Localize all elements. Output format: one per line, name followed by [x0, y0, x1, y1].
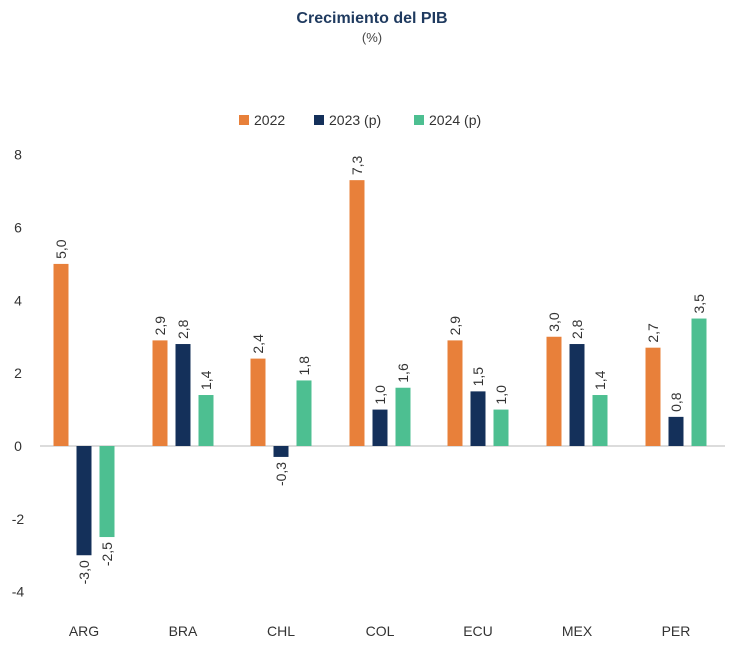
legend-item: 2022 — [239, 112, 285, 128]
bar — [349, 180, 365, 447]
data-label: 1,0 — [493, 385, 509, 405]
bar — [569, 344, 585, 446]
bar — [447, 340, 463, 446]
chart-subtitle: (%) — [362, 30, 382, 45]
bar — [76, 446, 92, 556]
legend-swatch — [314, 115, 324, 125]
data-label: 7,3 — [349, 155, 365, 175]
data-label: 5,0 — [53, 239, 69, 259]
bar — [273, 446, 289, 457]
data-label: 2,4 — [250, 334, 266, 354]
data-label: -2,5 — [99, 542, 115, 566]
data-label: 1,5 — [470, 367, 486, 387]
bar — [592, 395, 608, 446]
data-label: -3,0 — [76, 560, 92, 584]
data-label: 2,7 — [645, 323, 661, 343]
data-label: 3,5 — [691, 294, 707, 314]
bar — [99, 446, 115, 538]
x-tick-label: BRA — [169, 623, 198, 639]
y-tick-label: 0 — [14, 438, 22, 454]
y-tick-label: 6 — [14, 220, 22, 236]
legend-label: 2024 (p) — [429, 112, 481, 128]
y-axis: 8 6 4 2 0 -2 -4 — [12, 147, 25, 600]
bar — [198, 395, 214, 446]
data-label: 2,8 — [175, 319, 191, 339]
bar — [470, 391, 486, 446]
data-label: -0,3 — [273, 462, 289, 486]
data-label: 2,9 — [152, 316, 168, 336]
bar — [372, 409, 388, 446]
legend: 2022 2023 (p) 2024 (p) — [239, 112, 481, 128]
bar — [645, 347, 661, 446]
data-labels: 5,0 2,9 2,4 7,3 2,9 3,0 2,7 -3,0 2,8 -0,3 1,0 1,5 2,… — [53, 155, 707, 584]
bar — [152, 340, 168, 446]
x-tick-label: CHL — [267, 623, 295, 639]
chart-title: Crecimiento del PIB — [296, 10, 447, 27]
x-tick-label: ECU — [463, 623, 493, 639]
data-label: 3,0 — [546, 312, 562, 332]
legend-swatch — [239, 115, 249, 125]
y-tick-label: -4 — [12, 584, 25, 600]
y-tick-label: 8 — [14, 147, 22, 163]
bar — [53, 263, 69, 446]
data-label: 1,0 — [372, 385, 388, 405]
bar — [546, 336, 562, 446]
data-label: 1,6 — [395, 363, 411, 383]
y-tick-label: 2 — [14, 365, 22, 381]
legend-item: 2023 (p) — [314, 112, 381, 128]
data-label: 0,8 — [668, 392, 684, 412]
y-tick-label: -2 — [12, 511, 25, 527]
data-label: 1,4 — [592, 370, 608, 390]
data-label: 2,8 — [569, 319, 585, 339]
x-tick-label: ARG — [69, 623, 99, 639]
bar — [691, 318, 707, 446]
legend-item: 2024 (p) — [414, 112, 481, 128]
data-label: 1,4 — [198, 370, 214, 390]
bar — [175, 344, 191, 446]
bars — [53, 180, 707, 556]
x-tick-label: PER — [662, 623, 691, 639]
x-tick-label: COL — [366, 623, 395, 639]
data-label: 2,9 — [447, 316, 463, 336]
bar — [250, 358, 266, 446]
bar — [296, 380, 312, 446]
legend-swatch — [414, 115, 424, 125]
bar — [668, 416, 684, 446]
bar — [395, 387, 411, 446]
legend-label: 2022 — [254, 112, 285, 128]
data-label: 1,8 — [296, 356, 312, 376]
y-tick-label: 4 — [14, 292, 22, 308]
x-tick-label: MEX — [562, 623, 593, 639]
bar — [493, 409, 509, 446]
legend-label: 2023 (p) — [329, 112, 381, 128]
x-axis: ARG BRA CHL COL ECU MEX PER — [40, 445, 725, 639]
